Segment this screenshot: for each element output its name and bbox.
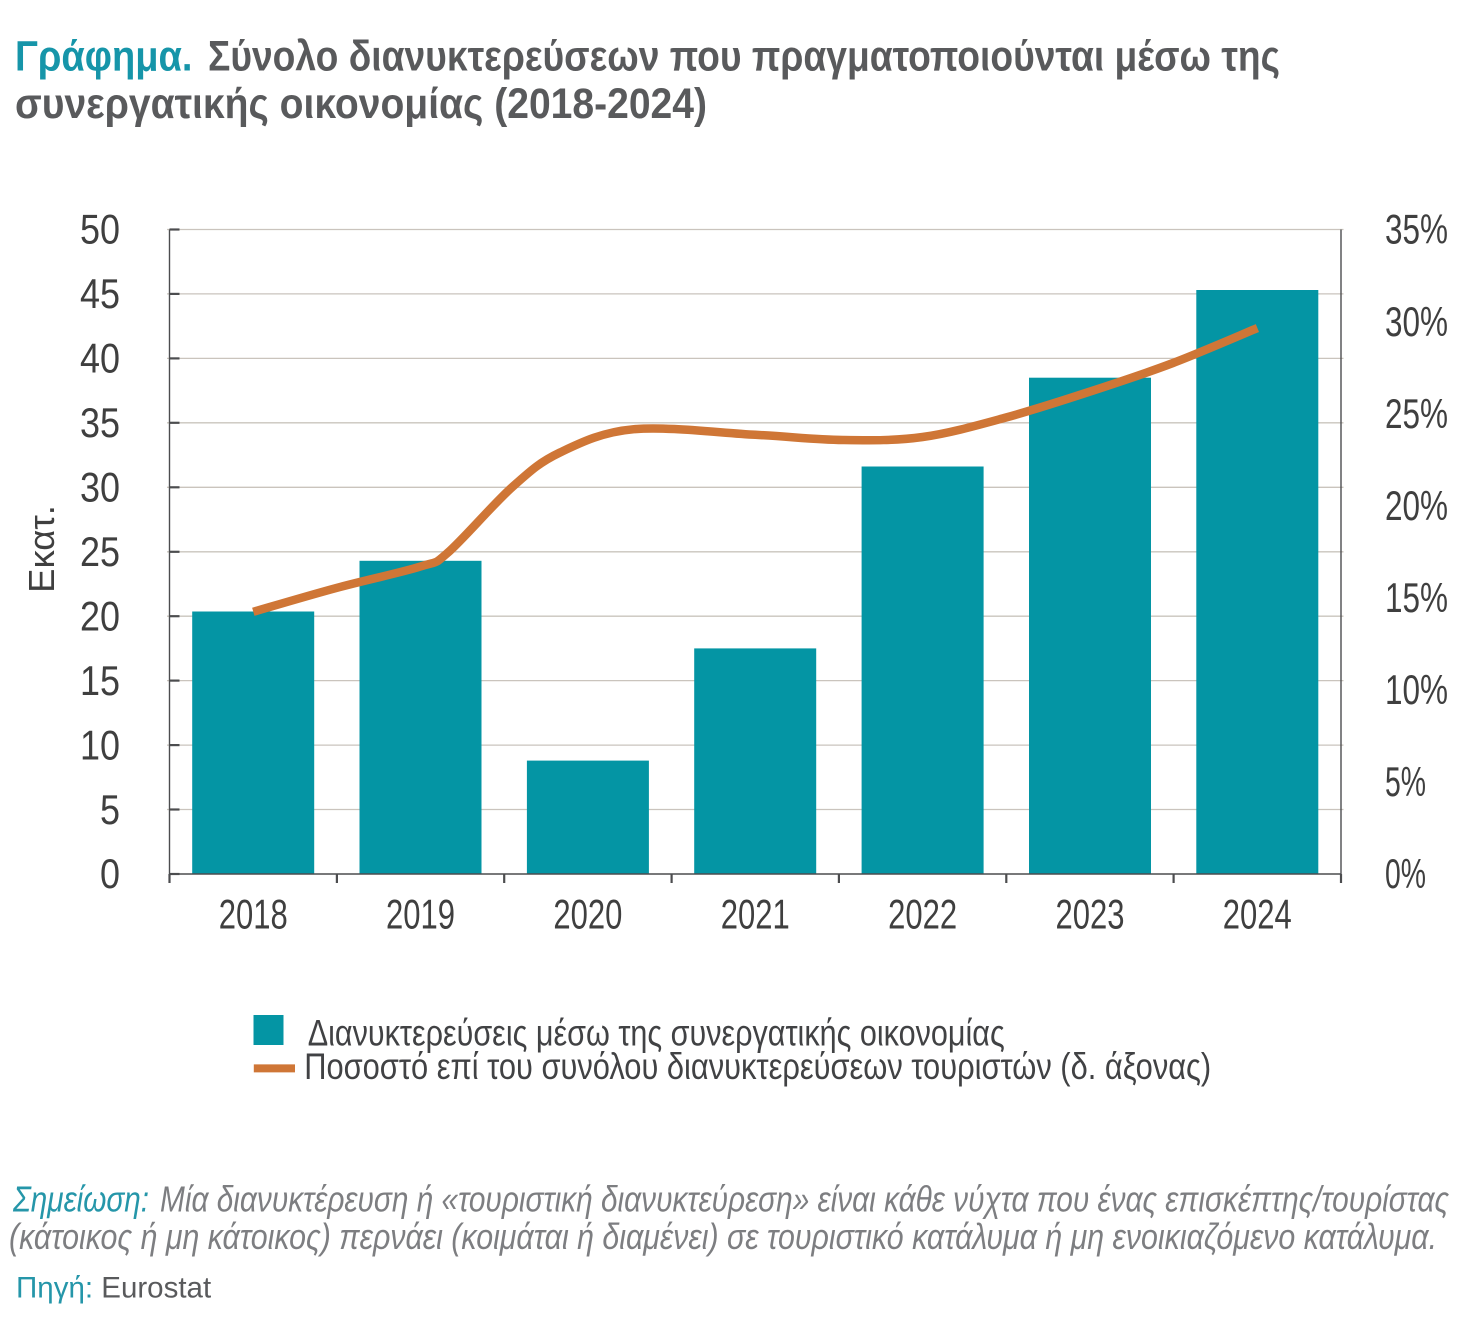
svg-text:0%: 0% <box>1385 850 1426 897</box>
svg-text:30%: 30% <box>1385 298 1448 345</box>
svg-text:5: 5 <box>100 786 120 833</box>
svg-text:Ποσοστό επί του συνόλου διανυκ: Ποσοστό επί του συνόλου διανυκτερεύσεων … <box>304 1046 1211 1087</box>
svg-text:2018: 2018 <box>219 891 288 938</box>
svg-text:10: 10 <box>80 721 120 768</box>
svg-text:2023: 2023 <box>1056 891 1125 938</box>
svg-text:5%: 5% <box>1385 758 1426 805</box>
svg-text:30: 30 <box>80 464 120 511</box>
svg-text:25%: 25% <box>1385 390 1448 437</box>
svg-text:0: 0 <box>100 850 120 897</box>
svg-text:10%: 10% <box>1385 666 1448 713</box>
svg-text:15%: 15% <box>1385 574 1448 621</box>
svg-text:25: 25 <box>80 528 120 575</box>
svg-text:15: 15 <box>80 657 120 704</box>
svg-text:Σημείωση:Μία διανυκτέρευση ή «: Σημείωση: Μία διανυκτέρευση ή «τουριστική… <box>12 1179 1449 1220</box>
svg-text:2019: 2019 <box>386 891 455 938</box>
svg-text:(κάτοικος ή μη κάτοικος) περνά: (κάτοικος ή μη κάτοικος) περνάει (κοιμάτ… <box>9 1216 1437 1257</box>
svg-text:2020: 2020 <box>553 891 622 938</box>
svg-text:2024: 2024 <box>1223 891 1292 938</box>
svg-text:50: 50 <box>80 206 120 253</box>
svg-text:Διανυκτερεύσεις μέσω της συνερ: Διανυκτερεύσεις μέσω της συνεργατικής οι… <box>308 1013 1005 1054</box>
svg-text:2022: 2022 <box>888 891 957 938</box>
svg-text:35%: 35% <box>1385 206 1448 253</box>
svg-text:35: 35 <box>80 399 120 446</box>
svg-text:Εκατ.: Εκατ. <box>21 505 62 593</box>
svg-text:20%: 20% <box>1385 482 1448 529</box>
svg-text:Πηγή: Eurostat: Πηγή: Eurostat <box>16 1272 211 1305</box>
svg-text:2021: 2021 <box>721 891 790 938</box>
svg-text:20: 20 <box>80 592 120 639</box>
svg-text:Γράφημα.Σύνολο διανυκτερεύσεων: Γράφημα. Σύνολο διανυκτερεύσεων που πραγμ… <box>15 34 1280 81</box>
svg-text:συνεργατικής οικονομίας (2018-: συνεργατικής οικονομίας (2018-2024) <box>15 81 707 128</box>
svg-text:45: 45 <box>80 270 120 317</box>
svg-text:40: 40 <box>80 335 120 382</box>
